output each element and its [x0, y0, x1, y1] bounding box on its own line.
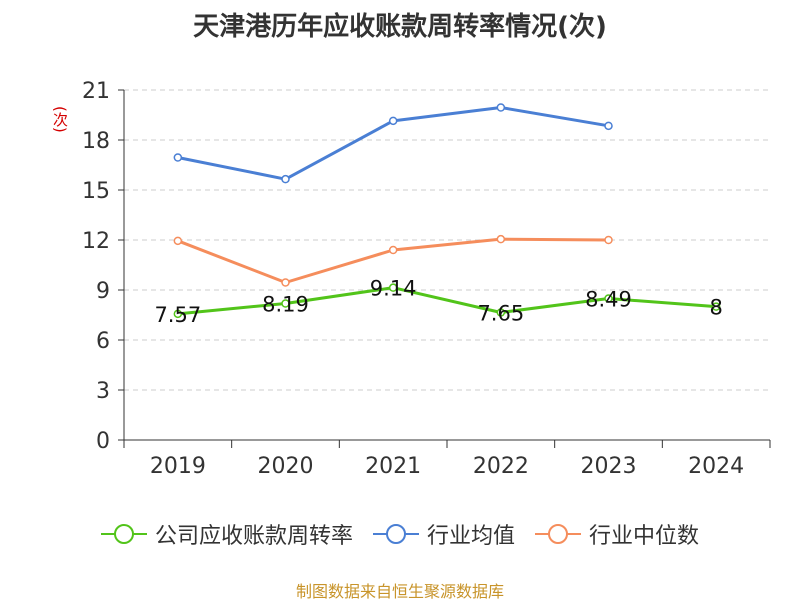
data-point: [281, 174, 290, 184]
y-tick-label: 21: [82, 79, 110, 104]
y-tick-label: 0: [96, 429, 110, 454]
y-tick-label: 18: [82, 129, 110, 154]
data-point: [173, 236, 183, 246]
data-label: 9.14: [370, 277, 417, 301]
data-point: [496, 103, 506, 112]
data-point: [173, 309, 183, 319]
data-point: [388, 283, 398, 292]
data-label: 7.65: [477, 302, 524, 326]
y-tick-label: 9: [96, 279, 110, 304]
legend-item[interactable]: 公司应收账款周转率: [100, 518, 353, 550]
x-tick-label: 2023: [581, 454, 637, 479]
legend-label: 公司应收账款周转率: [154, 524, 353, 549]
data-point: [281, 278, 290, 287]
legend-marker-icon: [372, 522, 419, 546]
legend-marker-icon: [100, 522, 147, 546]
chart-title: 天津港历年应收账款周转率情况(次): [193, 12, 607, 42]
legend-item[interactable]: 行业中位数: [535, 518, 699, 550]
data-point: [281, 299, 290, 308]
x-tick-label: 2024: [688, 454, 744, 479]
series-line: [177, 286, 717, 316]
data-point: [173, 153, 183, 162]
legend-label: 行业均值: [426, 524, 515, 549]
y-tick-label: 3: [96, 379, 110, 404]
y-tick-label: 6: [96, 329, 110, 354]
legend-item[interactable]: 行业均值: [372, 518, 515, 550]
data-point: [604, 121, 613, 131]
data-point: [496, 234, 506, 244]
x-tick-label: 2021: [365, 454, 421, 479]
y-tick-label: 12: [82, 229, 110, 254]
legend-label: 行业中位数: [589, 524, 700, 549]
data-point: [388, 116, 398, 126]
data-point: [496, 308, 506, 317]
data-point: [604, 235, 613, 245]
data-label: 8: [709, 296, 722, 320]
y-tick-label: 15: [82, 179, 110, 204]
legend-marker-icon: [535, 522, 581, 546]
data-point: [388, 245, 398, 255]
source-note: 制图数据来自恒生聚源数据库: [295, 582, 504, 601]
x-tick-label: 2020: [258, 454, 314, 479]
data-label: 7.57: [154, 303, 201, 327]
x-tick-label: 2022: [473, 454, 529, 479]
legend: 公司应收账款周转率 行业均值 行业中位数: [0, 518, 800, 550]
x-tick-label: 2019: [150, 454, 206, 479]
data-label: 8.49: [585, 288, 632, 312]
data-point: [604, 294, 613, 303]
y-axis-unit-label: (次): [51, 106, 69, 133]
data-label: 8.19: [262, 293, 309, 317]
data-point: [711, 302, 721, 311]
